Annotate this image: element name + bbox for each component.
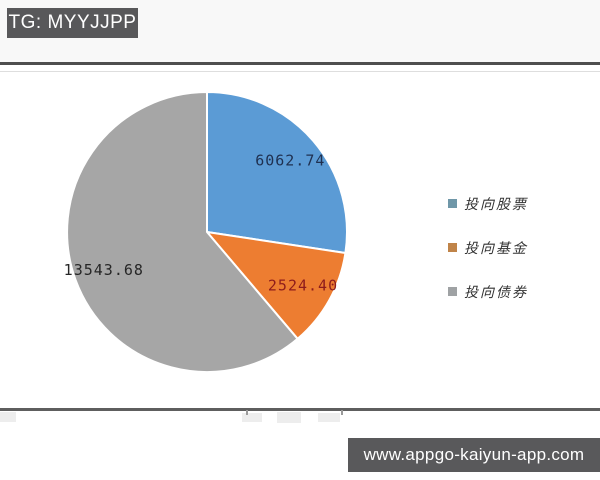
faded-artifact (242, 413, 262, 422)
legend-item-funds: 投向基金 (448, 240, 578, 257)
pie-slice-2 (206, 231, 347, 340)
pie-chart-area: 6062.74 2524.40 13543.68 (0, 72, 600, 408)
legend-swatch-stocks (448, 199, 457, 208)
faded-artifact (277, 412, 301, 423)
legend-swatch-funds (448, 243, 457, 252)
tick-mark (246, 410, 248, 415)
legend-item-bonds: 投向债券 (448, 284, 578, 301)
pie-chart: 6062.74 2524.40 13543.68 (64, 91, 348, 373)
watermark-url: www.appgo-kaiyun-app.com (363, 445, 585, 464)
faded-artifact (0, 412, 16, 422)
pie-slice-3 (66, 91, 299, 373)
legend-item-stocks: 投向股票 (448, 196, 578, 213)
top-divider-light (0, 71, 600, 72)
tick-mark (341, 410, 343, 415)
top-divider (0, 62, 600, 65)
faded-artifact (318, 413, 340, 422)
bottom-divider (0, 408, 600, 411)
pie-slice-1 (206, 91, 348, 254)
pie-value-label-2: 2524.40 (268, 277, 338, 295)
pie-value-label-3: 13543.68 (64, 261, 144, 279)
legend-label-bonds: 投向债券 (464, 284, 528, 301)
legend-swatch-bonds (448, 287, 457, 296)
legend-label-stocks: 投向股票 (464, 196, 528, 213)
channel-badge: TG: MYYJJPP (7, 8, 138, 38)
chart-legend: 投向股票 投向基金 投向债券 (448, 196, 578, 301)
channel-badge-label: TG: MYYJJPP (8, 12, 137, 33)
pie-value-label-1: 6062.74 (255, 151, 325, 169)
legend-label-funds: 投向基金 (464, 240, 528, 257)
watermark-banner: www.appgo-kaiyun-app.com (348, 438, 600, 472)
